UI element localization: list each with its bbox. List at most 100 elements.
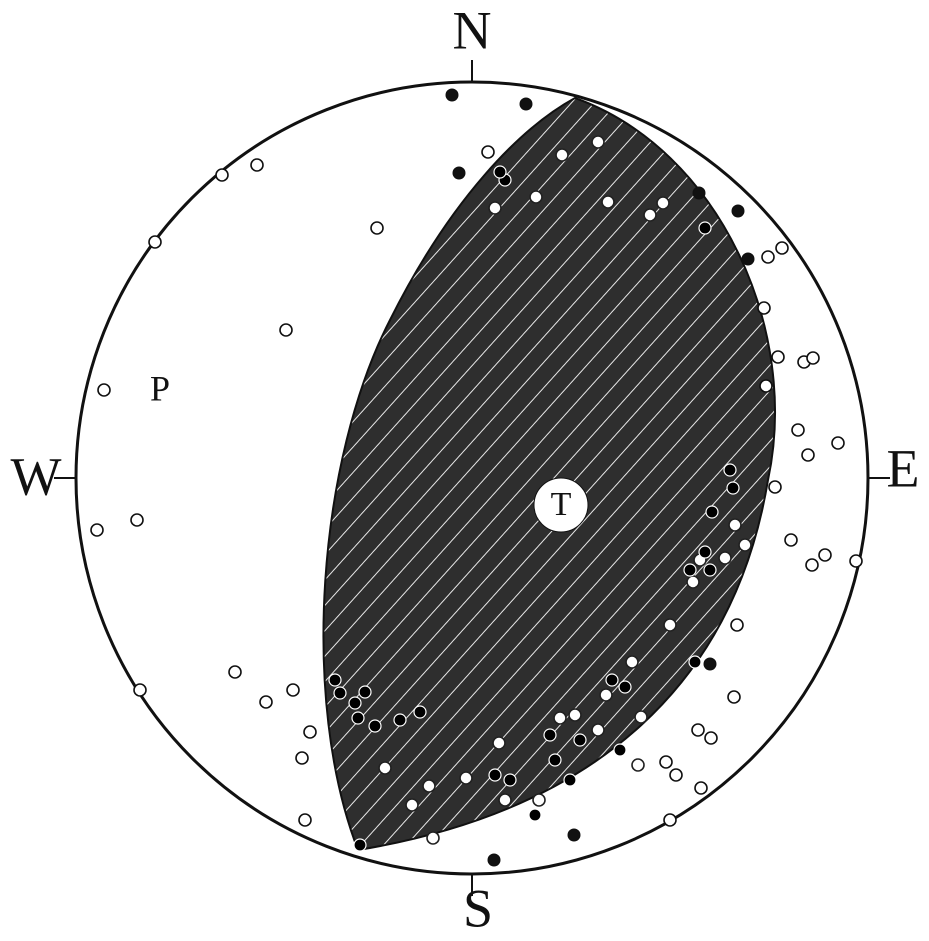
polarity-mark [757, 301, 771, 315]
polarity-mark [548, 753, 562, 767]
polarity-mark [663, 813, 677, 827]
polarity-mark [555, 148, 569, 162]
polarity-mark [730, 618, 744, 632]
polarity-mark [215, 168, 229, 182]
polarity-mark [663, 618, 677, 632]
polarity-mark [488, 768, 502, 782]
polarity-marks [90, 88, 863, 867]
polarity-mark [498, 793, 512, 807]
polarity-mark [741, 252, 755, 266]
polarity-mark [703, 563, 717, 577]
west-label: W [11, 446, 62, 506]
polarity-mark [228, 665, 242, 679]
polarity-mark [348, 696, 362, 710]
polarity-mark [801, 448, 815, 462]
polarity-mark [731, 204, 745, 218]
polarity-mark [683, 563, 697, 577]
polarity-mark [643, 208, 657, 222]
polarity-mark [831, 436, 845, 450]
polarity-mark [805, 558, 819, 572]
polarity-mark [488, 201, 502, 215]
polarity-mark [563, 773, 577, 787]
polarity-mark [703, 657, 717, 671]
t-axis-marker [533, 477, 589, 533]
polarity-mark [452, 166, 466, 180]
polarity-mark [568, 708, 582, 722]
polarity-mark [445, 88, 459, 102]
polarity-mark [601, 195, 615, 209]
polarity-mark [97, 383, 111, 397]
polarity-mark [605, 673, 619, 687]
polarity-mark [493, 165, 507, 179]
polarity-mark [686, 575, 700, 589]
polarity-mark [426, 831, 440, 845]
polarity-mark [669, 768, 683, 782]
polarity-mark [738, 538, 752, 552]
polarity-mark [727, 690, 741, 704]
polarity-mark [791, 423, 805, 437]
polarity-mark [422, 779, 436, 793]
polarity-mark [328, 673, 342, 687]
polarity-mark [378, 761, 392, 775]
polarity-mark [90, 523, 104, 537]
polarity-mark [503, 773, 517, 787]
polarity-mark [806, 351, 820, 365]
polarity-mark [353, 838, 367, 852]
polarity-mark [481, 145, 495, 159]
polarity-mark [631, 758, 645, 772]
east-label: E [887, 438, 920, 498]
polarity-mark [528, 808, 542, 822]
polarity-mark [591, 723, 605, 737]
polarity-mark [784, 533, 798, 547]
polarity-mark [351, 711, 365, 725]
polarity-mark [698, 545, 712, 559]
polarity-mark [358, 685, 372, 699]
polarity-mark [771, 350, 785, 364]
polarity-mark [298, 813, 312, 827]
polarity-mark [692, 186, 706, 200]
polarity-mark [487, 853, 501, 867]
polarity-mark [405, 798, 419, 812]
polarity-mark [413, 705, 427, 719]
polarity-mark [567, 828, 581, 842]
polarity-mark [295, 751, 309, 765]
p-axis-label: P [150, 368, 170, 408]
polarity-mark [393, 713, 407, 727]
t-axis-label: T [551, 486, 572, 523]
polarity-mark [529, 190, 543, 204]
polarity-mark [599, 688, 613, 702]
polarity-mark [591, 135, 605, 149]
polarity-mark [250, 158, 264, 172]
polarity-mark [726, 481, 740, 495]
polarity-mark [634, 710, 648, 724]
polarity-mark [728, 518, 742, 532]
polarity-mark [303, 725, 317, 739]
north-label: N [453, 0, 492, 60]
polarity-mark [286, 683, 300, 697]
polarity-mark [133, 683, 147, 697]
polarity-mark [519, 97, 533, 111]
polarity-mark [688, 655, 702, 669]
polarity-mark [718, 551, 732, 565]
polarity-mark [625, 655, 639, 669]
polarity-mark [656, 196, 670, 210]
polarity-mark [723, 463, 737, 477]
polarity-mark [775, 241, 789, 255]
polarity-mark [691, 723, 705, 737]
polarity-mark [532, 793, 546, 807]
polarity-mark [759, 379, 773, 393]
polarity-mark [368, 719, 382, 733]
polarity-mark [659, 755, 673, 769]
ticks [54, 60, 890, 896]
polarity-mark [459, 771, 473, 785]
polarity-mark [148, 235, 162, 249]
polarity-mark [130, 513, 144, 527]
polarity-mark [768, 480, 782, 494]
polarity-mark [849, 554, 863, 568]
polarity-mark [613, 743, 627, 757]
polarity-mark [573, 733, 587, 747]
compression-quadrant [322, 96, 776, 852]
polarity-mark [333, 686, 347, 700]
